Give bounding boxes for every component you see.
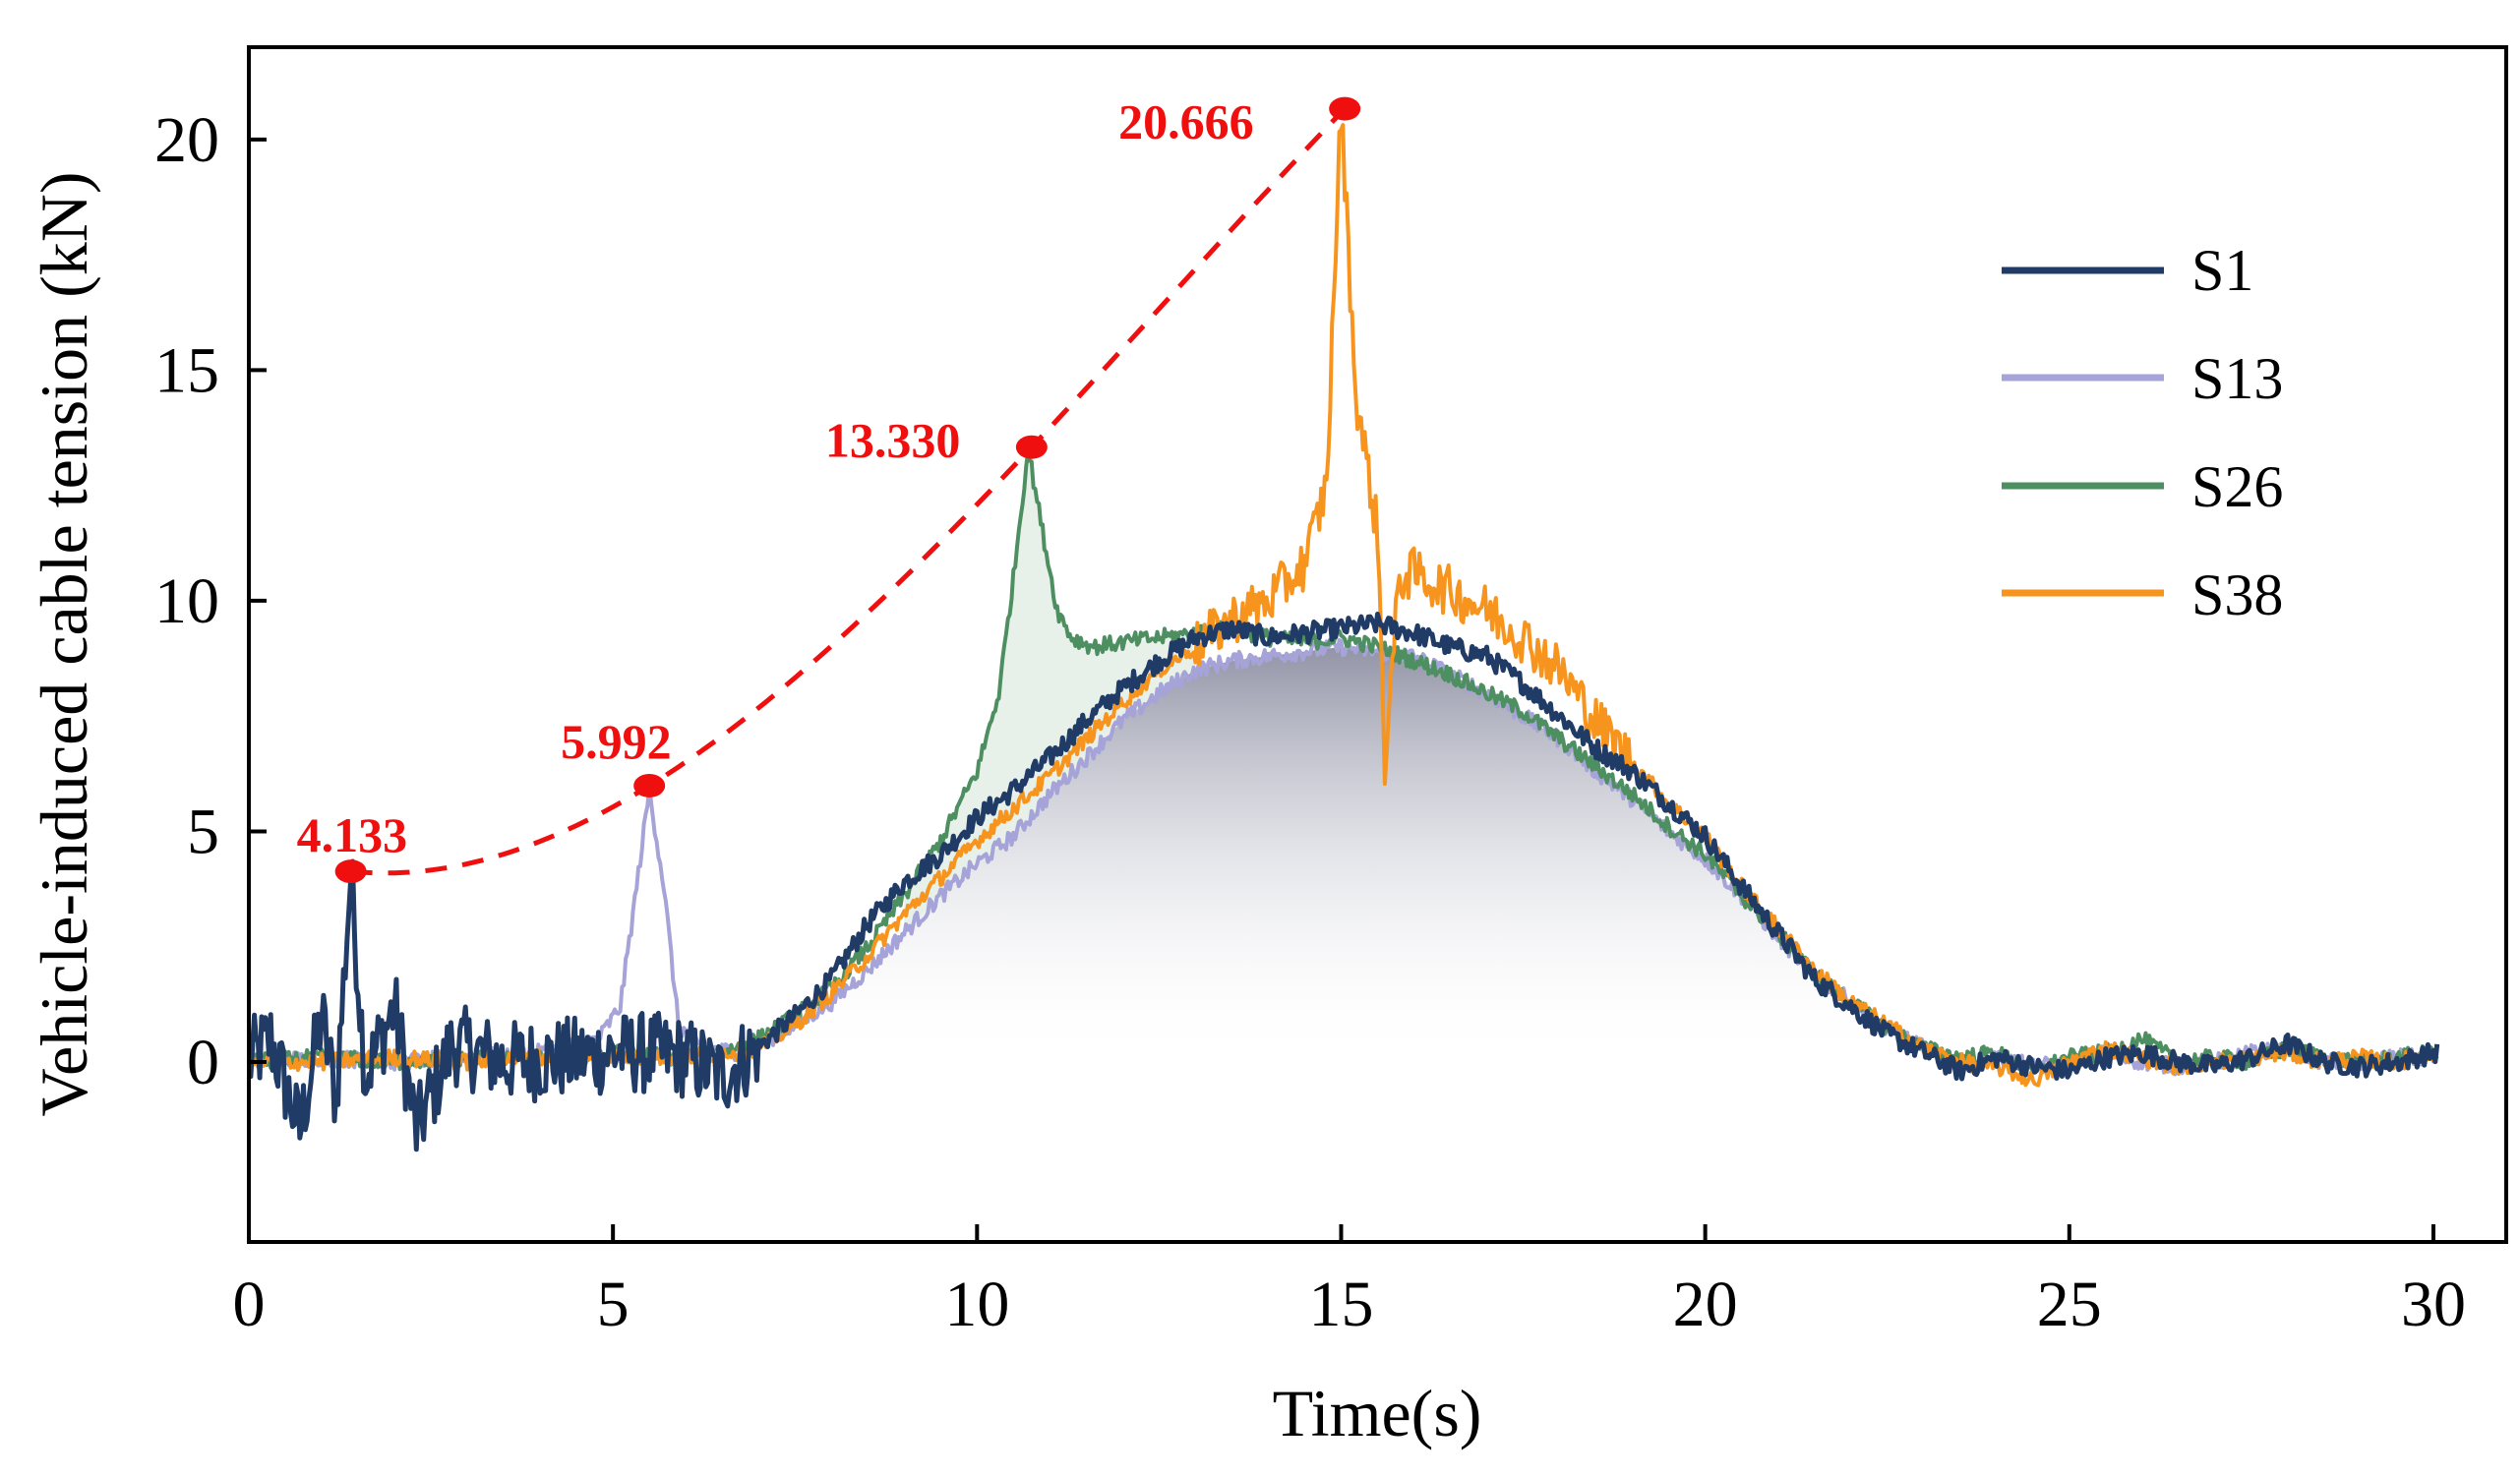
series-lines [249, 123, 2440, 1152]
legend: S1 S13 S26 S38 [2002, 238, 2283, 627]
peak-label: 13.330 [825, 413, 961, 468]
peak-label: 5.992 [561, 714, 672, 769]
peak-marker [334, 859, 367, 884]
peak-marker [1329, 96, 1361, 121]
y-tick-label: 15 [154, 334, 219, 406]
peak-trend-layer: 4.133 5.992 13.330 20.666 [297, 94, 1361, 884]
y-tick-label: 5 [187, 796, 219, 867]
x-tick-label: 20 [1673, 1269, 1738, 1340]
peak-label: 4.133 [297, 807, 408, 862]
x-tick-label: 10 [944, 1269, 1009, 1340]
y-tick-label: 0 [187, 1027, 219, 1098]
peak-marker [1015, 435, 1048, 459]
y-axis-title: Vehicle-induced cable tension (kN) [27, 171, 101, 1116]
peak-trend-line [350, 110, 1344, 876]
legend-label-s13: S13 [2191, 346, 2283, 411]
peak-label: 20.666 [1118, 94, 1254, 149]
axis-ticks: 0 5 10 15 20 25 30 0 5 10 15 20 [154, 104, 2466, 1340]
x-tick-label: 30 [2401, 1269, 2466, 1340]
area-fill-main [722, 646, 1924, 1063]
legend-label-s26: S26 [2191, 454, 2283, 519]
plot-frame [247, 45, 2508, 1244]
x-tick-label: 5 [597, 1269, 630, 1340]
x-tick-label: 25 [2037, 1269, 2102, 1340]
series-line-s1 [249, 612, 2440, 1152]
legend-label-s38: S38 [2191, 562, 2283, 627]
peak-marker [633, 773, 666, 798]
y-tick-label: 20 [154, 104, 219, 176]
legend-label-s1: S1 [2191, 238, 2253, 303]
y-tick-label: 10 [154, 565, 219, 637]
x-tick-label: 15 [1308, 1269, 1373, 1340]
x-axis-title: Time(s) [1273, 1376, 1482, 1450]
x-tick-label: 0 [233, 1269, 266, 1340]
area-fill [722, 448, 1924, 1063]
